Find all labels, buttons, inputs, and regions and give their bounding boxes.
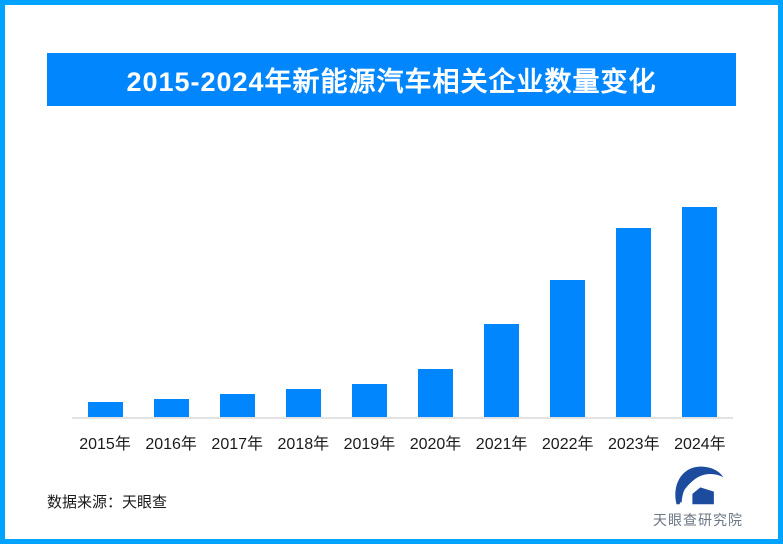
x-tick-label-2021年: 2021年: [475, 436, 528, 453]
x-tick-label-2019年: 2019年: [343, 436, 396, 453]
bar-2015年: [87, 402, 123, 417]
x-tick-label-2024年: 2024年: [674, 436, 726, 453]
data-source-label: 数据来源：天眼查: [47, 494, 168, 511]
bar-2022年: [550, 280, 586, 417]
bar-2019年: [351, 384, 387, 417]
bar-slot-2024年: [667, 205, 733, 417]
plot-area: [72, 205, 733, 419]
bar-2021年: [484, 324, 520, 417]
bar-2017年: [219, 394, 255, 417]
bar-slot-2020年: [402, 205, 468, 417]
chart-title-banner: 2015-2024年新能源汽车相关企业数量变化: [47, 53, 736, 106]
bar-2018年: [285, 389, 321, 417]
x-tick-label-2020年: 2020年: [409, 436, 462, 453]
bar-slot-2015年: [72, 205, 138, 417]
bar-slot-2022年: [535, 205, 601, 417]
x-tick-label-2018年: 2018年: [277, 436, 330, 453]
brand-block: 天眼查研究院: [646, 465, 750, 530]
bar-2020年: [418, 369, 454, 417]
bar-slot-2019年: [336, 205, 402, 417]
bar-slot-2018年: [270, 205, 336, 417]
x-axis-labels: 2015年 2016年 2017年 2018年 2019年 2020年 2021年 2022年…: [72, 430, 733, 453]
x-tick-label-2017年: 2017年: [211, 436, 264, 453]
x-tick-label-2015年: 2015年: [79, 436, 131, 453]
bar-slot-2016年: [138, 205, 204, 417]
bar-slot-2023年: [601, 205, 667, 417]
bar-2024年: [682, 207, 718, 417]
bar-slot-2017年: [204, 205, 270, 417]
bar-2023年: [616, 228, 652, 417]
tianyancha-logo-icon: [675, 466, 724, 505]
bar-2016年: [153, 399, 189, 417]
x-tick-label-2023年: 2023年: [607, 436, 660, 453]
x-tick-label-2016年: 2016年: [145, 436, 197, 453]
bar-slot-2021年: [469, 205, 535, 417]
chart-title: 2015-2024年新能源汽车相关企业数量变化: [126, 67, 657, 97]
x-tick-label-2022年: 2022年: [541, 436, 594, 453]
brand-name-label: 天眼查研究院: [653, 512, 743, 528]
